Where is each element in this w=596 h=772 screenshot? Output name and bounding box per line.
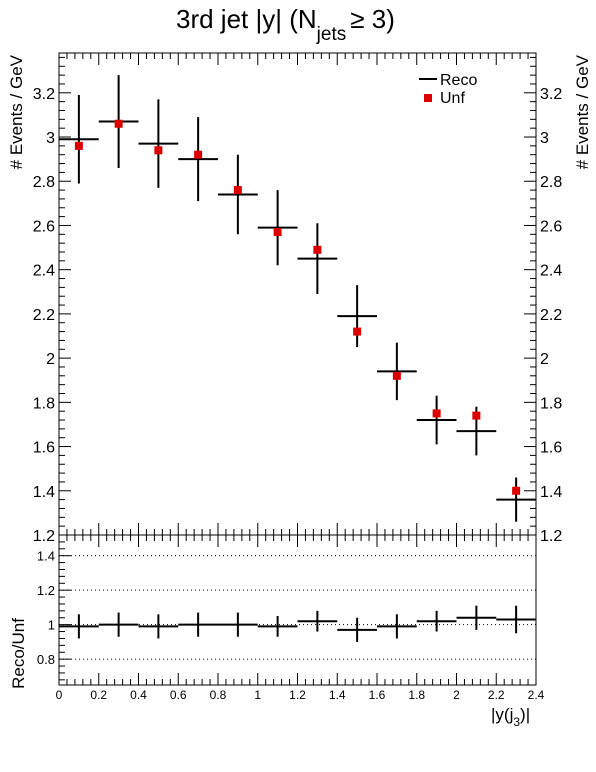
ratio-ytick-label: 1 bbox=[48, 618, 55, 633]
top-right-ytick-label: 2.6 bbox=[540, 218, 562, 235]
chart-title-sub: jets bbox=[316, 24, 347, 45]
x-tick-label: 0.4 bbox=[130, 688, 147, 702]
data-markers bbox=[59, 75, 536, 642]
unf-marker bbox=[353, 327, 362, 336]
top-right-ytick-label: 1.6 bbox=[540, 440, 562, 457]
legend-reco-label: Reco bbox=[440, 72, 477, 89]
top-panel-frame bbox=[58, 52, 537, 536]
chart-title-main: 3rd jet |y| (N bbox=[176, 4, 317, 34]
top-left-ytick-label: 1.2 bbox=[33, 528, 55, 545]
ratio-ytick-label: 0.8 bbox=[37, 652, 55, 667]
unf-marker bbox=[273, 228, 282, 237]
chart-title-rel: ≥ 3) bbox=[350, 4, 395, 34]
unf-marker bbox=[74, 141, 83, 150]
unf-marker bbox=[512, 486, 521, 495]
x-axis-title-sub: 3 bbox=[513, 715, 520, 729]
unf-marker bbox=[154, 146, 163, 155]
unf-marker bbox=[114, 119, 123, 128]
top-left-ylabel: # Events / GeV bbox=[7, 54, 26, 169]
x-axis-title-main: |y(j bbox=[491, 705, 513, 724]
top-right-ytick-label: 1.4 bbox=[540, 484, 562, 501]
top-right-ytick-label: 2.4 bbox=[540, 263, 562, 280]
top-right-ytick-label: 2.2 bbox=[540, 307, 562, 324]
ratio-ytick-label: 1.4 bbox=[37, 549, 55, 564]
legend-unf-marker bbox=[424, 94, 432, 102]
ratio-ytick-label: 1.2 bbox=[37, 583, 55, 598]
x-tick-label: 0.6 bbox=[170, 688, 187, 702]
top-right-ytick-label: 1.8 bbox=[540, 395, 562, 412]
x-tick-label: 1.2 bbox=[289, 688, 306, 702]
x-tick-label: 1.8 bbox=[408, 688, 425, 702]
top-right-ytick-label: 1.2 bbox=[540, 528, 562, 545]
x-tick-label: 2 bbox=[453, 688, 460, 702]
legend: Reco Unf bbox=[416, 68, 486, 108]
unf-marker bbox=[313, 245, 322, 254]
unf-marker bbox=[472, 411, 481, 420]
top-left-ytick-label: 3.2 bbox=[33, 86, 55, 103]
unf-marker bbox=[432, 409, 441, 418]
top-right-ytick-label: 2.8 bbox=[540, 174, 562, 191]
x-tick-label: 1.4 bbox=[329, 688, 346, 702]
x-tick-label: 2.2 bbox=[488, 688, 505, 702]
x-tick-label: 2.4 bbox=[528, 688, 545, 702]
top-left-ytick-label: 1.4 bbox=[33, 484, 55, 501]
top-right-ytick-label: 2 bbox=[540, 351, 549, 368]
x-tick-label: 0.2 bbox=[90, 688, 107, 702]
unf-marker bbox=[233, 186, 242, 195]
top-left-ytick-label: 2 bbox=[46, 351, 55, 368]
chart-title: 3rd jet |y| (Njets≥ 3) bbox=[176, 4, 395, 45]
top-left-ytick-label: 3 bbox=[46, 130, 55, 147]
top-left-ytick-label: 1.8 bbox=[33, 395, 55, 412]
x-tick-label: 1 bbox=[254, 688, 261, 702]
top-right-ytick-label: 3.2 bbox=[540, 86, 562, 103]
x-axis-title: |y(j3)| bbox=[491, 705, 530, 729]
ratio-panel-frame bbox=[58, 534, 537, 686]
top-left-ytick-label: 1.6 bbox=[33, 440, 55, 457]
top-left-ytick-label: 2.6 bbox=[33, 218, 55, 235]
unf-marker bbox=[194, 150, 203, 159]
ratio-ylabel: Reco/Unf bbox=[9, 618, 28, 689]
axes: 1.2 1.2 1.4 1.4 1.6 1.6 1.8 1.8 2 2 2.2 2.2 2.4 2.4 2.… bbox=[33, 53, 562, 702]
top-right-ytick-label: 3 bbox=[540, 130, 549, 147]
top-left-ytick-label: 2.2 bbox=[33, 307, 55, 324]
top-left-ytick-label: 2.8 bbox=[33, 174, 55, 191]
top-left-ytick-label: 2.4 bbox=[33, 263, 55, 280]
x-axis-title-end: )| bbox=[520, 705, 530, 724]
unf-marker bbox=[392, 371, 401, 380]
ratio-gridlines bbox=[59, 555, 536, 660]
legend-unf-label: Unf bbox=[440, 90, 465, 107]
x-tick-label: 1.6 bbox=[369, 688, 386, 702]
x-tick-label: 0 bbox=[56, 688, 63, 702]
x-tick-label: 0.8 bbox=[210, 688, 227, 702]
top-right-ylabel: # Events / GeV bbox=[573, 54, 592, 169]
